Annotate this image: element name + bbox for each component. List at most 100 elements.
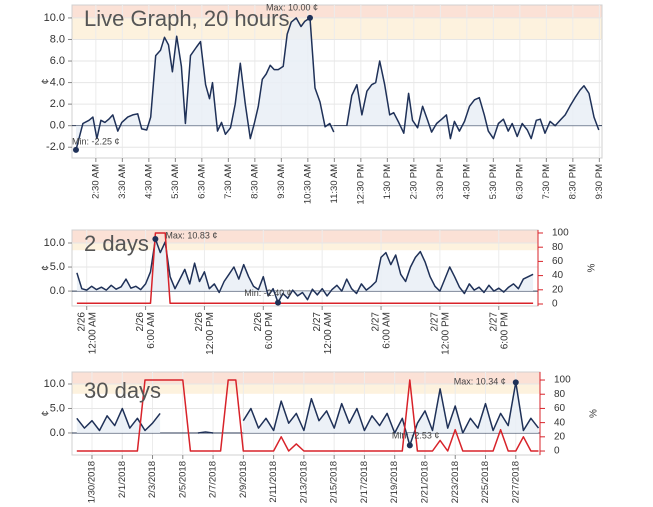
min-label: Min: -2.53 ¢: [392, 431, 440, 441]
y2-tick-label: 40: [552, 270, 564, 281]
x-tick-label: 6:30 PM: [514, 164, 525, 199]
x-tick-label: 2/23/2018: [450, 461, 461, 503]
threshold-band: [72, 372, 540, 384]
y-tick-label: 5.0: [50, 261, 65, 273]
x-tick-label: 2/15/2018: [329, 461, 340, 503]
x-tick-label: 2/5/2018: [177, 461, 188, 498]
y-tick-label: 2.0: [50, 98, 65, 110]
x-tick-label: 2/3/2018: [147, 461, 158, 498]
y2-axis-label: %: [587, 263, 598, 272]
y2-tick-label: 40: [554, 417, 566, 428]
y-tick-label: 0.0: [50, 120, 65, 132]
min-label: Min: -2.40 ¢: [244, 288, 292, 298]
max-marker: [512, 379, 519, 386]
y-tick-label: 10.0: [44, 378, 65, 390]
y-tick-label: 4.0: [50, 76, 65, 88]
x-tick-label: 2/17/2018: [359, 461, 370, 503]
x-tick-label: 6:00 AM: [146, 312, 157, 349]
chart-title: 2 days: [84, 231, 149, 256]
y-tick-label: 6.0: [50, 55, 65, 67]
y2-tick-label: 80: [552, 242, 564, 253]
y-axis-label: ¢: [41, 79, 52, 85]
y-tick-label: 10.0: [44, 12, 65, 24]
x-tick-date: 2/26: [76, 312, 87, 332]
y-tick-label: 0.0: [50, 427, 65, 439]
y-tick-label: 0.0: [50, 285, 65, 297]
x-tick-label: 3:30 AM: [117, 164, 128, 199]
x-tick-label: 2/1/2018: [117, 461, 128, 498]
x-tick-label: 3:30 PM: [435, 164, 446, 199]
chart-title: Live Graph, 20 hours: [84, 6, 289, 31]
x-tick-label: 2:30 AM: [90, 164, 101, 199]
area: [76, 17, 599, 150]
x-tick-label: 11:30 AM: [329, 164, 340, 204]
line: [76, 232, 534, 305]
line: [76, 238, 534, 304]
y-tick-label: -2.0: [46, 141, 65, 153]
x-tick-label: 8:30 AM: [249, 164, 260, 199]
x-tick-date: 2/26: [253, 312, 264, 332]
x-tick-label: 2/11/2018: [268, 461, 279, 503]
line: [76, 379, 539, 452]
y2-tick-label: 100: [554, 375, 571, 386]
x-tick-label: 6:30 AM: [196, 164, 207, 199]
x-tick-label: 12:00 PM: [205, 312, 216, 355]
min-label: Min: -2.25 ¢: [72, 136, 120, 146]
x-tick-label: 2/7/2018: [208, 461, 219, 498]
max-label: Max: 10.34 ¢: [454, 377, 506, 387]
threshold-band: [72, 383, 540, 394]
x-tick-label: 2/13/2018: [298, 461, 309, 503]
x-tick-date: 2/26: [194, 312, 205, 332]
y-axis-label: ¢: [41, 265, 52, 271]
x-tick-label: 9:30 PM: [594, 164, 605, 199]
x-tick-label: 2/25/2018: [480, 461, 491, 503]
y-tick-label: 5.0: [50, 402, 65, 414]
threshold-band: [72, 5, 602, 18]
area: [76, 239, 534, 303]
threshold-band: [72, 242, 538, 251]
y2-tick-label: 80: [554, 389, 566, 400]
x-tick-label: 7:30 PM: [541, 164, 552, 199]
x-tick-label: 12:00 AM: [87, 312, 98, 354]
y2-tick-label: 0: [554, 446, 560, 457]
area: [76, 382, 539, 446]
x-tick-label: 1/30/2018: [86, 461, 97, 503]
min-marker: [406, 442, 413, 449]
x-tick-label: 2/19/2018: [389, 461, 400, 503]
y2-tick-label: 20: [552, 284, 564, 295]
y2-tick-label: 20: [554, 431, 566, 442]
y2-tick-label: 60: [554, 403, 566, 414]
x-tick-label: 2:30 PM: [408, 164, 419, 199]
x-tick-label: 12:00 PM: [441, 312, 452, 355]
x-tick-label: 12:30 PM: [355, 164, 366, 205]
chart-title: 30 days: [84, 378, 161, 403]
x-tick-label: 2/21/2018: [419, 461, 430, 503]
y-tick-label: 8.0: [50, 33, 65, 45]
x-tick-label: 1:30 PM: [382, 164, 393, 199]
y2-axis-label: %: [589, 409, 600, 418]
y-tick-label: 10.0: [44, 237, 65, 249]
x-tick-label: 2/27/2018: [510, 461, 521, 503]
x-tick-label: 7:30 AM: [223, 164, 234, 199]
y-axis-label: ¢: [41, 411, 52, 417]
line: [76, 381, 540, 447]
x-tick-label: 4:30 AM: [143, 164, 154, 199]
y2-tick-label: 0: [552, 299, 558, 310]
x-tick-label: 12:00 AM: [323, 312, 334, 354]
min-marker: [275, 299, 282, 306]
x-tick-date: 2/26: [135, 312, 146, 332]
plot-frame: [71, 4, 603, 159]
x-tick-label: 6:00 PM: [499, 312, 510, 349]
max-marker: [152, 235, 159, 242]
x-tick-date: 2/27: [312, 312, 323, 332]
x-tick-date: 2/27: [371, 312, 382, 332]
max-marker: [306, 14, 313, 21]
threshold-band: [72, 230, 538, 243]
line: [75, 17, 600, 151]
x-tick-label: 9:30 AM: [276, 164, 287, 199]
y2-tick-label: 60: [552, 256, 564, 267]
x-tick-date: 2/27: [488, 312, 499, 332]
x-tick-label: 8:30 PM: [567, 164, 578, 199]
threshold-band: [72, 17, 602, 40]
